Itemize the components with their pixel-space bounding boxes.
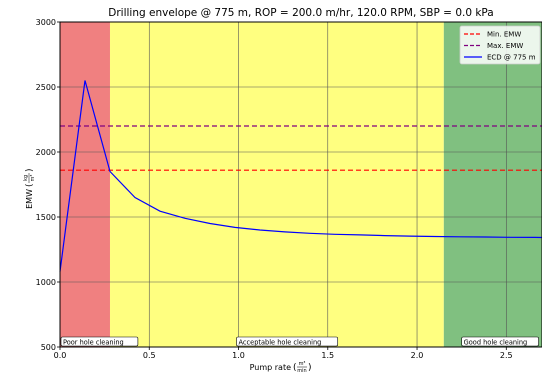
chart-title: Drilling envelope @ 775 m, ROP = 200.0 m… — [108, 7, 493, 19]
y-tick-label-5: 3000 — [36, 18, 56, 27]
y-axis-unit-open: ( — [25, 183, 35, 187]
series-line-0 — [59, 80, 542, 272]
legend-label-2: ECD @ 775 m — [487, 54, 536, 62]
zone-label-box-1 — [236, 336, 339, 347]
x-tick-label-2: 1.0 — [232, 351, 245, 360]
zone-label-box-0 — [60, 336, 139, 347]
x-tick-label-0: 0.0 — [54, 351, 67, 360]
x-axis-label: Pump rate ( m³ min ) — [250, 361, 312, 374]
y-axis-unit-close: ) — [25, 168, 35, 172]
x-tick-label-1: 0.5 — [143, 351, 156, 360]
x-axis-unit-close: ) — [308, 363, 312, 373]
zone-1 — [109, 22, 444, 347]
x-axis-unit-numerator: m³ — [299, 361, 306, 367]
y-axis-label: EMW ( kg m³ ) — [23, 168, 36, 208]
x-tick-label-4: 2.0 — [411, 351, 424, 360]
zone-2 — [443, 22, 542, 347]
zone-labels: Poor hole cleaning Acceptable hole cleani… — [60, 336, 539, 347]
x-tick-label-3: 1.5 — [321, 351, 334, 360]
x-axis-unit-open: ( — [293, 363, 297, 373]
axis-ticks: 0.0 0.5 1.0 1.5 2.0 2.5 500 1000 1500 2000 2500 300… — [36, 18, 513, 360]
x-tick-label-5: 2.5 — [500, 351, 513, 360]
y-tick-label-4: 2500 — [36, 83, 56, 92]
y-axis-unit-numerator: kg — [23, 175, 29, 181]
zone-label-1: Acceptable hole cleaning — [239, 339, 322, 347]
emw-limit-lines — [60, 125, 542, 171]
x-axis-label-text: Pump rate — [250, 363, 291, 372]
y-tick-label-3: 2000 — [36, 148, 56, 157]
zone-0 — [60, 22, 110, 347]
zone-label-2: Good hole cleaning — [464, 339, 528, 347]
hole-cleaning-zones — [60, 22, 542, 347]
legend-box — [459, 25, 541, 65]
y-axis-label-text: EMW — [25, 189, 34, 209]
y-tick-label-0: 500 — [41, 343, 56, 352]
ecd-series — [59, 80, 542, 272]
y-tick-label-2: 1500 — [36, 213, 56, 222]
legend: Min. EMW Max. EMW ECD @ 775 m — [459, 25, 541, 65]
y-axis-unit-denominator: m³ — [30, 175, 36, 182]
legend-label-0: Min. EMW — [487, 31, 521, 39]
legend-label-1: Max. EMW — [487, 42, 523, 50]
zone-label-box-2 — [461, 336, 539, 347]
zone-label-0: Poor hole cleaning — [63, 339, 124, 347]
y-tick-label-1: 1000 — [36, 278, 56, 287]
plot-frame — [59, 21, 542, 348]
x-axis-unit-denominator: min — [297, 368, 306, 374]
